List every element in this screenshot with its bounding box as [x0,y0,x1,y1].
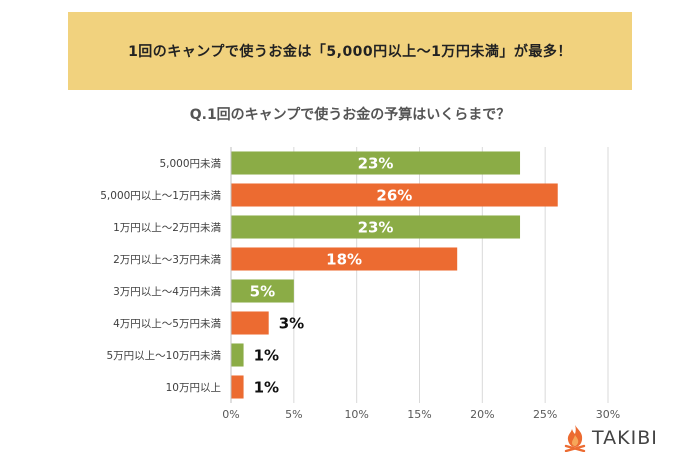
headline-banner: 1回のキャンプで使うお金は「5,000円以上～1万円未満」が最多！ [68,12,632,90]
bar [231,279,294,303]
category-label: 5,000円以上～1万円未満 [100,190,221,202]
brand-logo: TAKIBI [562,424,658,452]
bar [231,343,244,367]
chart-title: Q.1回のキャンプで使うお金の予算はいくらまで？ [189,107,511,123]
data-label: 18% [326,251,362,269]
brand-name: TAKIBI [592,427,658,449]
data-label: 3% [279,315,304,333]
data-label: 26% [376,187,412,205]
x-tick-label: 30% [596,408,620,421]
bar [231,311,269,335]
data-label: 5% [250,283,275,301]
data-label: 23% [358,155,394,173]
data-label: 1% [254,379,279,397]
bar [231,247,458,271]
x-tick-label: 15% [407,408,431,421]
category-label: 5万円以上～10万円未満 [106,350,221,362]
data-label: 1% [254,347,279,365]
x-tick-label: 10% [344,408,368,421]
x-tick-label: 20% [470,408,494,421]
bar [231,215,521,239]
category-label: 1万円以上～2万円未満 [113,222,221,234]
data-label: 23% [358,219,394,237]
category-label: 2万円以上～3万円未満 [113,254,221,266]
x-tick-label: 25% [533,408,557,421]
campfire-icon [564,425,586,452]
category-label: 10万円以上 [166,382,221,394]
category-label: 5,000円未満 [159,158,221,170]
x-tick-label: 5% [285,408,302,421]
headline-text: 1回のキャンプで使うお金は「5,000円以上～1万円未満」が最多！ [128,44,572,60]
bar [231,151,521,175]
x-tick-label: 0% [222,408,239,421]
category-label: 4万円以上～5万円未満 [113,318,221,330]
bar [231,183,558,207]
bar [231,375,244,399]
category-label: 3万円以上～4万円未満 [113,286,221,298]
